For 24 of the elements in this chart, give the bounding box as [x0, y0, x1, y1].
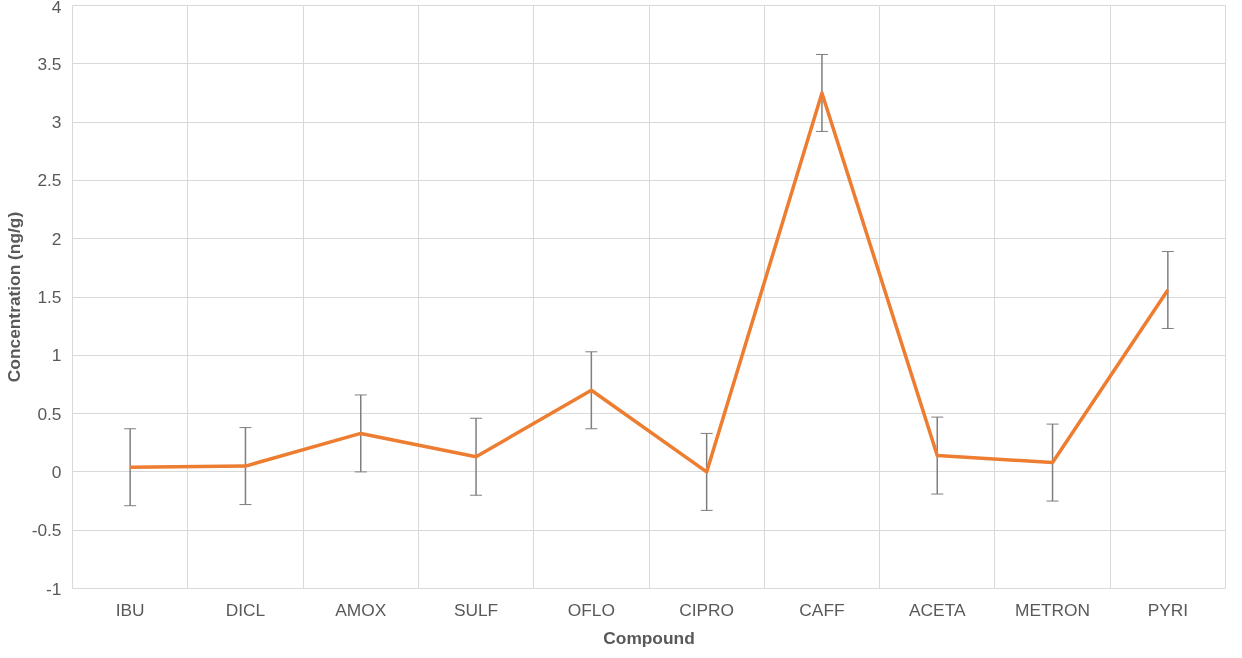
y-tick-label: 2	[51, 228, 62, 249]
x-tick-label: SULF	[453, 599, 499, 620]
y-tick-label: 0	[51, 461, 62, 482]
y-tick-label: 0.5	[37, 403, 62, 424]
y-tick-label: 1.5	[37, 287, 62, 307]
line-series	[128, 91, 1170, 474]
x-tick-label: CIPRO	[679, 599, 735, 620]
x-tick-label: OFLO	[567, 599, 615, 620]
y-tick-label: 4	[51, 0, 62, 17]
x-tick-label: CAFF	[799, 599, 845, 620]
x-tick-label: METRON	[1015, 599, 1091, 620]
x-tick-label: PYRI	[1147, 599, 1189, 620]
y-tick-label: 2.5	[37, 170, 62, 191]
y-tick-label: -0.5	[31, 520, 62, 541]
y-axis-title: Concentration (ng/g)	[3, 211, 24, 383]
x-tick-label: IBU	[115, 599, 145, 620]
y-tick-label: 3.5	[37, 53, 62, 74]
y-tick-label: 1	[51, 345, 62, 366]
x-tick-label: AMOX	[335, 599, 387, 620]
x-tick-label: ACETA	[909, 599, 966, 620]
x-tick-label: DICL	[225, 599, 266, 620]
y-tick-label: -1	[46, 578, 62, 599]
y-tick-label: 3	[51, 112, 62, 133]
x-axis-title: Compound	[603, 627, 695, 648]
